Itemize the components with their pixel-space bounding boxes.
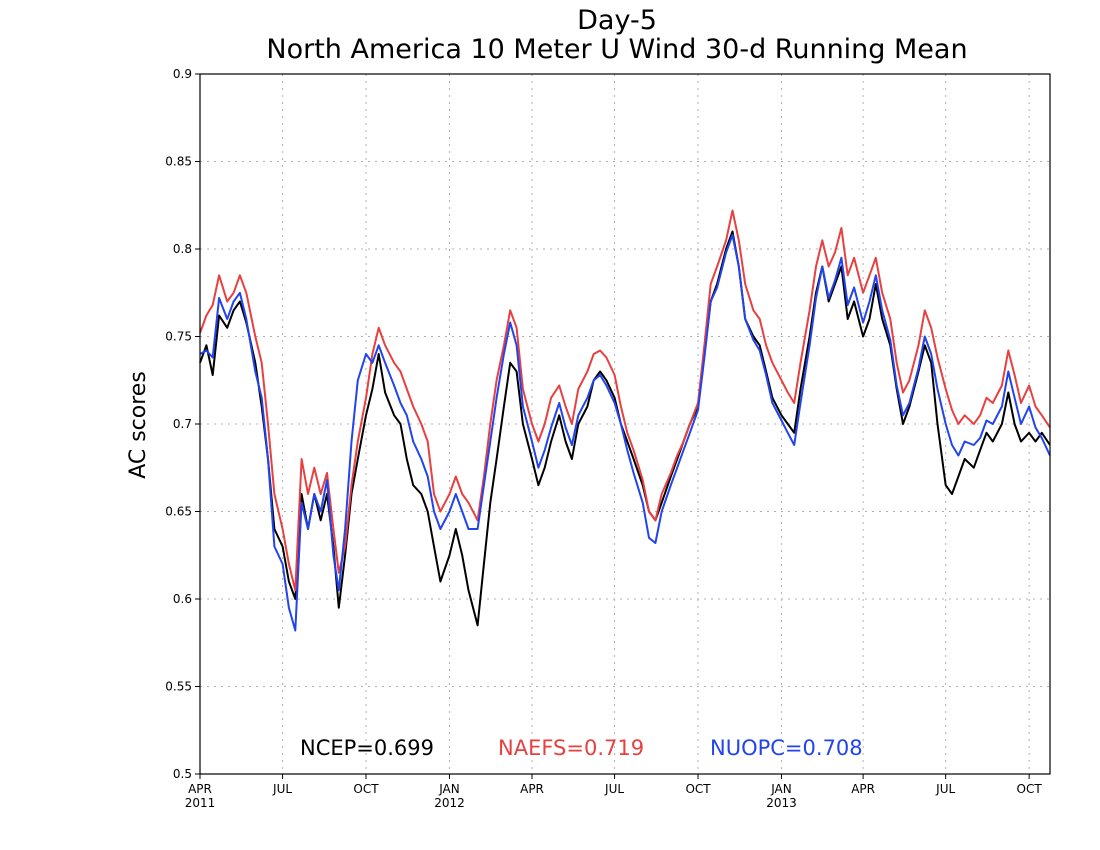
y-tick-label: 0.85 — [165, 155, 192, 169]
y-tick-label: 0.5 — [173, 767, 192, 781]
y-axis-label: AC scores — [126, 371, 151, 479]
legend: NCEP=0.699 NAEFS=0.719 NUOPC=0.708 — [300, 736, 863, 760]
series-line-nuopc — [199, 234, 1051, 632]
y-tick-label: 0.8 — [173, 242, 192, 256]
legend-entry-naefs: NAEFS=0.719 — [498, 736, 644, 760]
x-tick-label: OCT — [685, 782, 711, 796]
x-tick-label: JAN — [770, 782, 792, 796]
x-tick-label: OCT — [1017, 782, 1043, 796]
y-tick-label: 0.55 — [165, 680, 192, 694]
series-line-ncep — [199, 230, 1051, 627]
chart-title: Day-5 — [577, 5, 657, 36]
x-tick-label: JUL — [935, 782, 955, 796]
x-tick-label: OCT — [353, 782, 379, 796]
y-tick-label: 0.65 — [165, 505, 192, 519]
y-tick-label: 0.6 — [173, 592, 192, 606]
legend-entry-ncep: NCEP=0.699 — [300, 736, 434, 760]
chart-subtitle: North America 10 Meter U Wind 30-d Runni… — [266, 34, 967, 65]
grid-layer — [200, 74, 1050, 774]
x-tick-label: JUL — [604, 782, 624, 796]
x-tick-label: APR — [851, 782, 875, 796]
x-tick-label: APR — [188, 782, 212, 796]
series-line-naefs — [199, 209, 1051, 592]
series-layer — [199, 209, 1051, 632]
x-tick-label: JUL — [272, 782, 292, 796]
legend-entry-nuopc: NUOPC=0.708 — [710, 736, 863, 760]
x-tick-year-label: 2011 — [185, 796, 216, 810]
y-tick-label: 0.75 — [165, 330, 192, 344]
x-tick-label: APR — [520, 782, 544, 796]
x-tick-year-label: 2012 — [434, 796, 465, 810]
y-tick-label: 0.7 — [173, 417, 192, 431]
y-tick-label: 0.9 — [173, 67, 192, 81]
x-tick-label: JAN — [438, 782, 460, 796]
y-tick-labels: 0.5 0.55 0.6 0.65 0.7 0.75 0.8 0.85 0.9 — [165, 67, 200, 781]
x-tick-year-label: 2013 — [766, 796, 797, 810]
